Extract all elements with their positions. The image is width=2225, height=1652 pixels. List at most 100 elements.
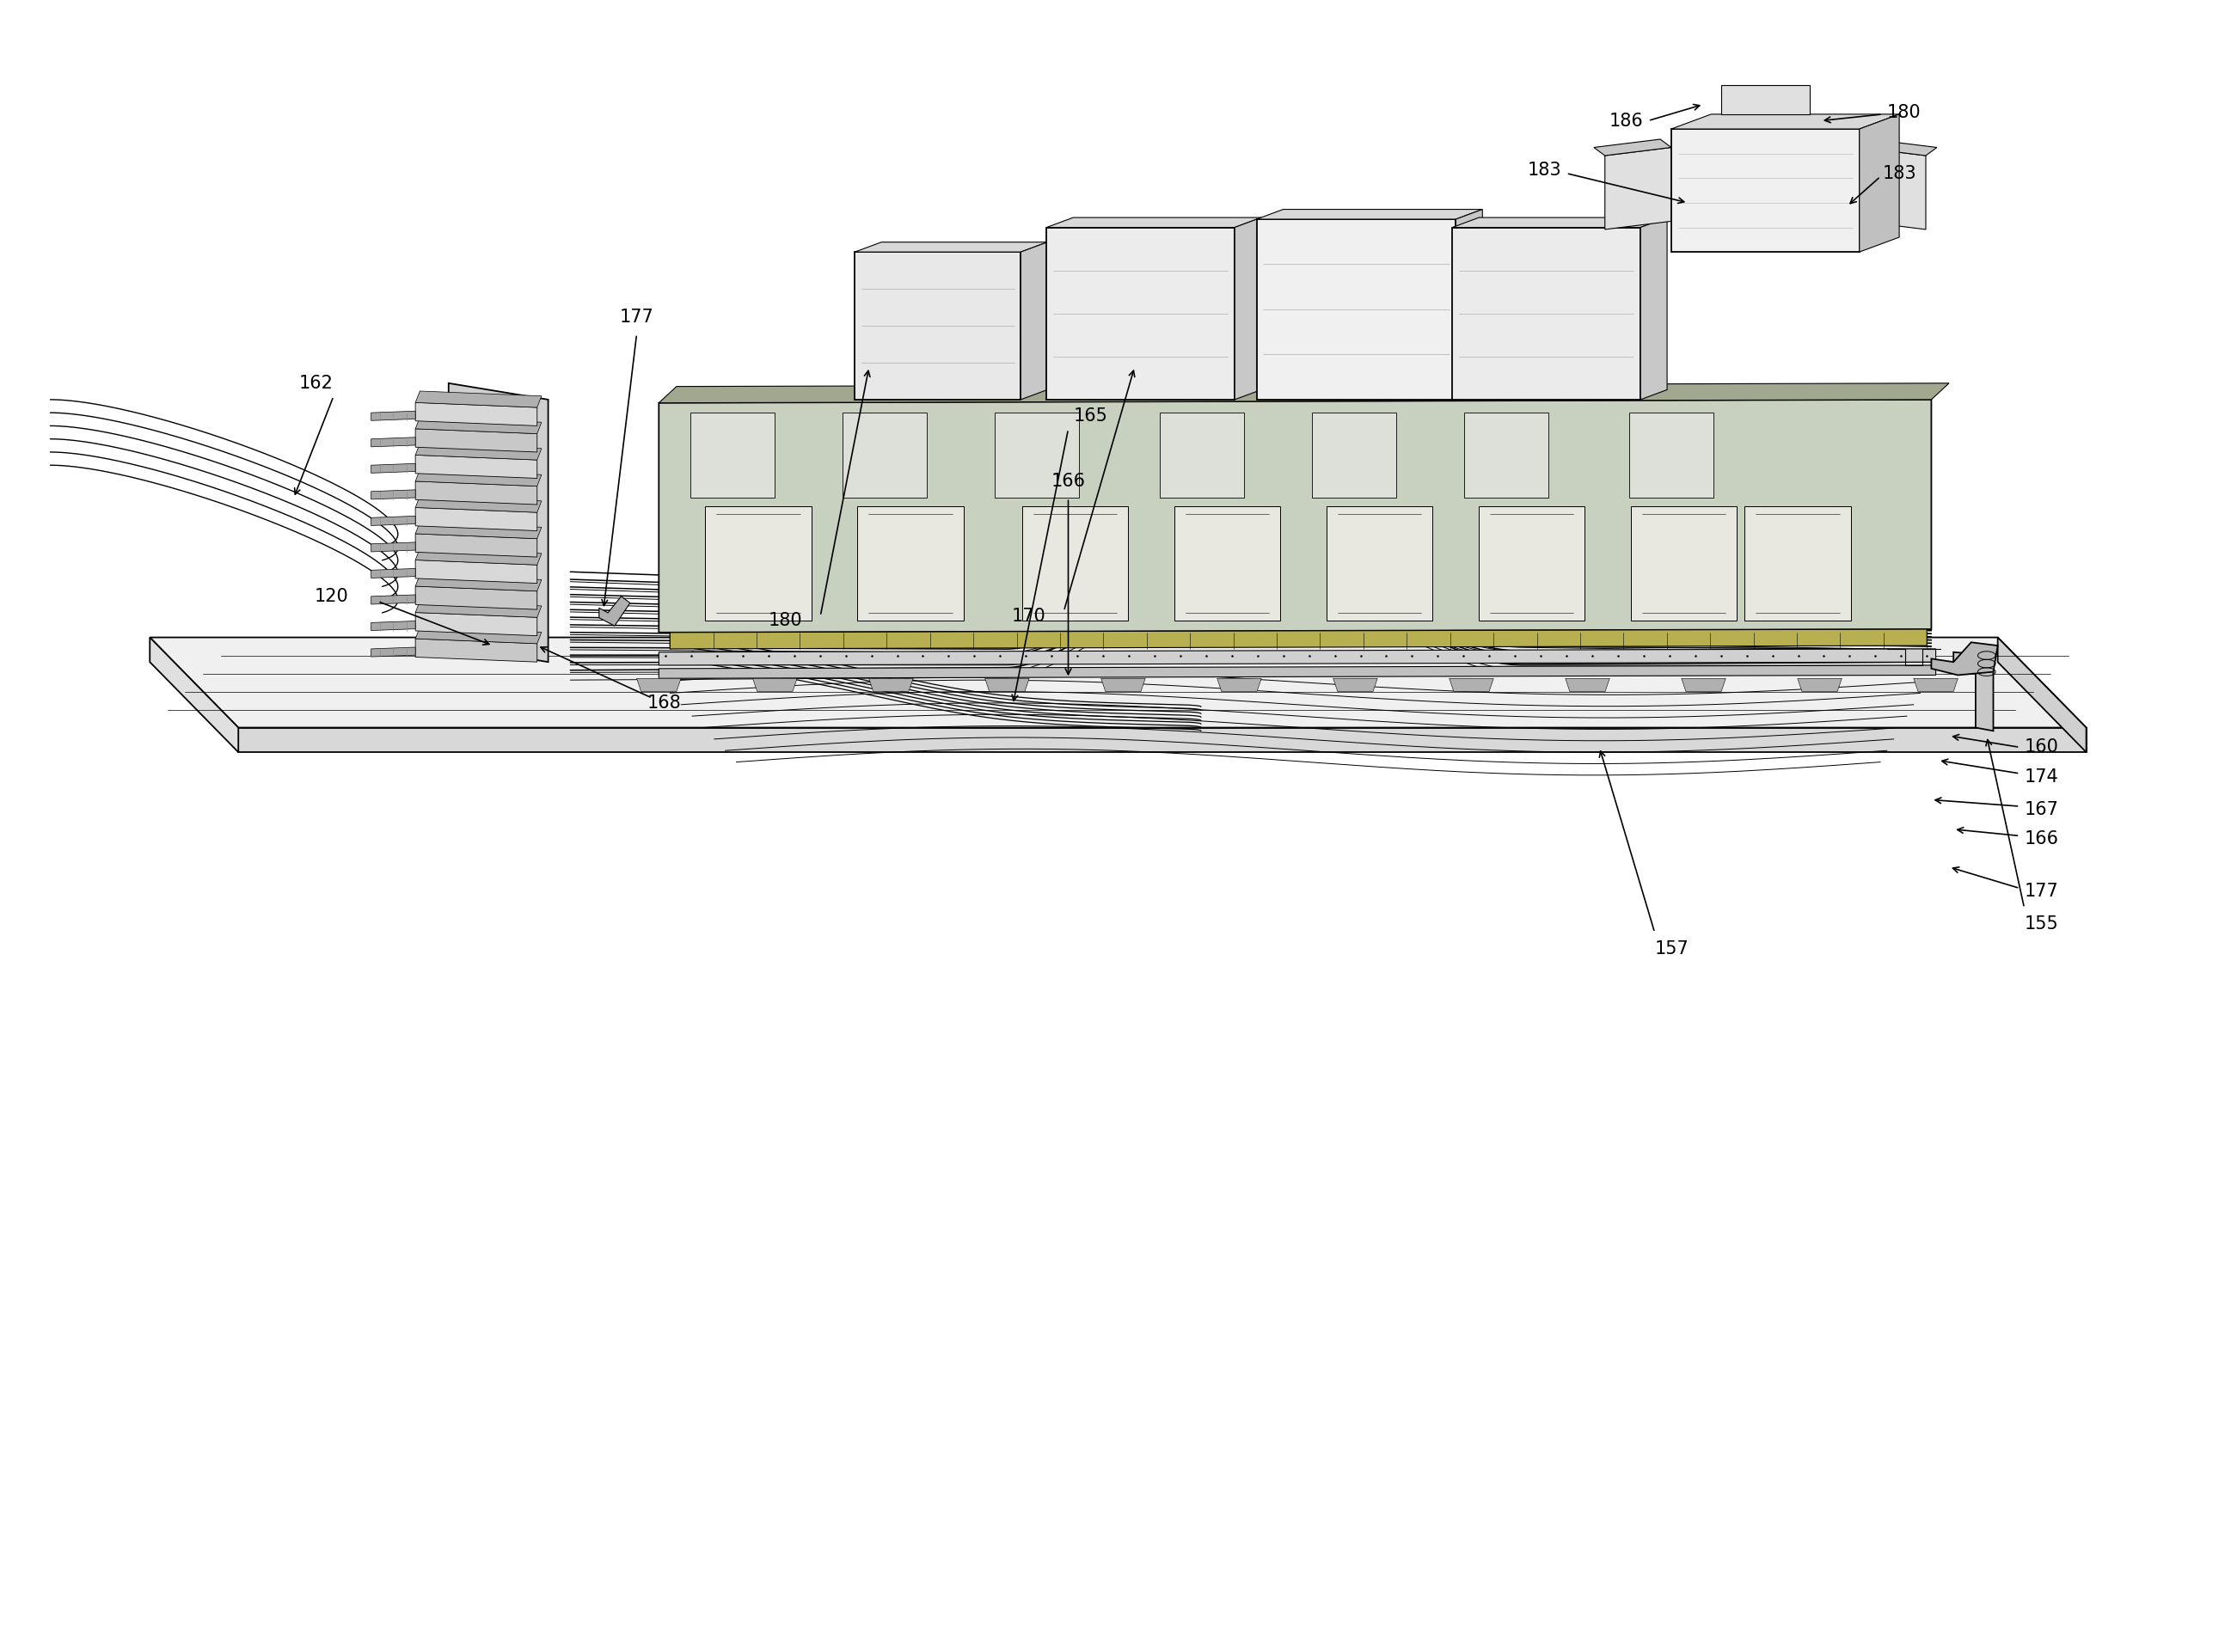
Text: 183: 183 (1882, 165, 1916, 182)
Polygon shape (1860, 147, 1927, 230)
Polygon shape (149, 638, 238, 752)
Polygon shape (372, 595, 416, 605)
Polygon shape (416, 534, 536, 557)
Polygon shape (372, 515, 416, 525)
Polygon shape (1954, 653, 1994, 730)
Polygon shape (1046, 228, 1235, 400)
Polygon shape (1593, 139, 1671, 155)
Polygon shape (843, 413, 928, 497)
Text: 162: 162 (298, 375, 334, 392)
Text: 183: 183 (1529, 162, 1562, 178)
Polygon shape (1257, 210, 1482, 220)
Polygon shape (670, 629, 1927, 649)
Polygon shape (1671, 114, 1900, 129)
Polygon shape (416, 469, 541, 486)
Polygon shape (854, 243, 1048, 253)
Polygon shape (372, 621, 416, 631)
Polygon shape (1640, 218, 1667, 400)
Polygon shape (1333, 679, 1377, 692)
Polygon shape (416, 628, 541, 644)
Polygon shape (1629, 413, 1713, 497)
Polygon shape (416, 639, 536, 662)
Polygon shape (1453, 228, 1640, 400)
Polygon shape (416, 392, 541, 408)
Polygon shape (1455, 210, 1482, 400)
Polygon shape (986, 679, 1030, 692)
Polygon shape (659, 400, 1931, 633)
Polygon shape (416, 418, 541, 434)
Text: 160: 160 (2025, 738, 2058, 757)
Polygon shape (1326, 506, 1433, 621)
Text: 166: 166 (1050, 472, 1086, 491)
Polygon shape (636, 679, 681, 692)
Text: 170: 170 (1012, 608, 1046, 624)
Text: 165: 165 (1072, 408, 1108, 425)
Polygon shape (416, 454, 536, 479)
Text: 120: 120 (314, 588, 349, 605)
Polygon shape (1931, 643, 1998, 676)
Polygon shape (1671, 129, 1860, 253)
Polygon shape (995, 413, 1079, 497)
Text: 155: 155 (2025, 915, 2058, 933)
Polygon shape (1722, 84, 1809, 114)
Text: 177: 177 (619, 309, 654, 325)
Polygon shape (854, 253, 1021, 400)
Polygon shape (416, 575, 541, 591)
Polygon shape (149, 638, 2087, 727)
Polygon shape (599, 596, 630, 626)
Polygon shape (659, 383, 1949, 403)
Polygon shape (1175, 506, 1279, 621)
Polygon shape (416, 443, 541, 459)
Polygon shape (372, 464, 416, 472)
Polygon shape (1159, 413, 1244, 497)
Polygon shape (1257, 220, 1455, 400)
Polygon shape (416, 522, 541, 539)
Polygon shape (1477, 506, 1584, 621)
Polygon shape (1101, 679, 1146, 692)
Polygon shape (416, 507, 536, 530)
Polygon shape (1021, 243, 1048, 400)
Polygon shape (1604, 147, 1671, 230)
Text: 168: 168 (647, 694, 681, 712)
Polygon shape (416, 430, 536, 453)
Text: 177: 177 (2025, 884, 2058, 900)
Polygon shape (372, 542, 416, 552)
Polygon shape (1744, 506, 1851, 621)
Polygon shape (1682, 679, 1727, 692)
Polygon shape (372, 438, 416, 446)
Polygon shape (1913, 679, 1958, 692)
Polygon shape (659, 649, 1936, 666)
Polygon shape (659, 666, 1936, 679)
Text: 157: 157 (1655, 940, 1689, 958)
Polygon shape (416, 586, 536, 610)
Polygon shape (1046, 218, 1262, 228)
Polygon shape (449, 383, 547, 662)
Text: 174: 174 (2025, 768, 2058, 785)
Polygon shape (372, 568, 416, 578)
Polygon shape (1860, 114, 1900, 253)
Polygon shape (416, 613, 536, 636)
Polygon shape (1448, 679, 1493, 692)
Polygon shape (1998, 638, 2087, 752)
Polygon shape (857, 506, 963, 621)
Polygon shape (690, 413, 774, 497)
Polygon shape (1021, 506, 1128, 621)
Polygon shape (1235, 218, 1262, 400)
Text: 186: 186 (1609, 112, 1644, 129)
Polygon shape (1453, 218, 1667, 228)
Polygon shape (1313, 413, 1395, 497)
Polygon shape (416, 496, 541, 512)
Polygon shape (416, 403, 536, 426)
Polygon shape (1566, 679, 1609, 692)
Polygon shape (372, 648, 416, 657)
Polygon shape (416, 560, 536, 583)
Polygon shape (1217, 679, 1262, 692)
Polygon shape (868, 679, 912, 692)
Polygon shape (1464, 413, 1549, 497)
Text: 166: 166 (2025, 831, 2058, 847)
Polygon shape (752, 679, 797, 692)
Polygon shape (1860, 139, 1938, 155)
Polygon shape (416, 481, 536, 504)
Text: 167: 167 (2025, 801, 2058, 818)
Text: 180: 180 (768, 613, 803, 629)
